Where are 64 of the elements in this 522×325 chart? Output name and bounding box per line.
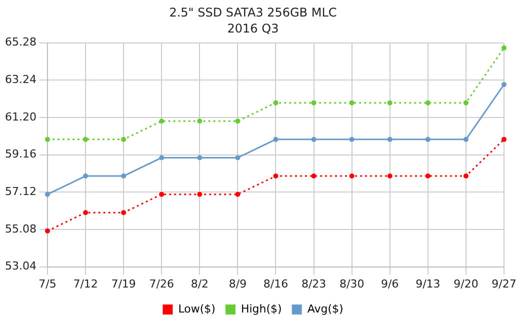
- y-tick-label: 61.20: [4, 110, 36, 124]
- y-tick-label: 63.24: [4, 72, 36, 86]
- point: [44, 136, 50, 142]
- x-tick-label: 8/30: [339, 277, 364, 290]
- point: [273, 136, 278, 142]
- point: [44, 228, 50, 234]
- point: [83, 174, 88, 179]
- y-tick-label: 65.28: [4, 36, 36, 49]
- point: [197, 155, 202, 160]
- x-tick-label: 7/12: [73, 277, 98, 290]
- x-tick-label: 8/9: [228, 277, 247, 290]
- point: [83, 210, 88, 216]
- point: [463, 174, 468, 179]
- x-tick-label: 9/6: [381, 277, 399, 290]
- x-tick-label: 8/16: [263, 277, 288, 290]
- legend-label: Low($): [178, 302, 216, 316]
- x-tick-label: 9/13: [416, 277, 440, 290]
- legend-label: Avg($): [307, 302, 344, 316]
- point: [121, 174, 126, 179]
- legend-label: High($): [240, 302, 282, 316]
- y-tick-label: 55.08: [4, 222, 36, 236]
- x-tick-label: 8/2: [190, 277, 209, 290]
- x-tick-label: 8/23: [301, 277, 326, 290]
- x-tick-label: 7/26: [149, 277, 174, 290]
- point: [197, 192, 202, 197]
- point: [425, 136, 430, 142]
- point: [502, 45, 506, 50]
- point: [463, 136, 468, 142]
- point: [502, 136, 506, 142]
- y-tick-label: 53.04: [4, 260, 36, 273]
- point: [349, 136, 354, 142]
- x-tick-label: 9/27: [492, 277, 516, 290]
- point: [159, 118, 164, 124]
- point: [311, 174, 316, 179]
- x-tick-label: 7/5: [38, 277, 56, 290]
- point: [387, 136, 392, 142]
- x-tick-label: 7/19: [111, 277, 136, 290]
- chart-title: 2.5" SSD SATA3 256GB MLC: [169, 5, 337, 20]
- point: [159, 155, 164, 160]
- point: [387, 174, 392, 179]
- point: [235, 118, 240, 124]
- point: [349, 174, 354, 179]
- point: [273, 174, 278, 179]
- point: [502, 82, 506, 88]
- point: [44, 192, 50, 197]
- point: [235, 155, 240, 160]
- point: [159, 192, 164, 197]
- y-tick-label: 57.12: [4, 184, 36, 198]
- point: [387, 100, 392, 106]
- point: [311, 100, 316, 106]
- chart-subtitle: 2016 Q3: [227, 22, 279, 36]
- point: [463, 100, 468, 106]
- point: [197, 118, 202, 124]
- point: [121, 136, 126, 142]
- point: [425, 174, 430, 179]
- x-tick-label: 9/20: [454, 277, 478, 290]
- point: [121, 210, 126, 216]
- point: [349, 100, 354, 106]
- y-tick-label: 59.16: [4, 148, 36, 161]
- point: [311, 136, 316, 142]
- point: [83, 136, 88, 142]
- point: [273, 100, 278, 106]
- point: [235, 192, 240, 197]
- point: [425, 100, 430, 106]
